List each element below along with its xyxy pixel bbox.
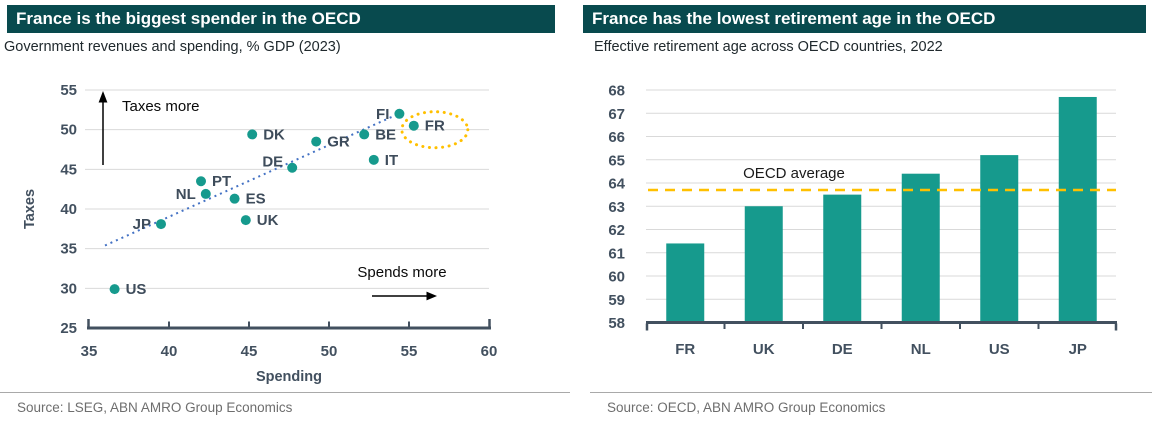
bar-label-NL: NL <box>911 341 931 358</box>
left-chart-title: France is the biggest spender in the OEC… <box>16 9 361 28</box>
point-label-GR: GR <box>327 134 350 151</box>
x-axis-title: Spending <box>256 369 322 385</box>
highlight-ellipse-FR <box>400 110 470 150</box>
right-source-note: Source: OECD, ABN AMRO Group Economics <box>590 392 1152 415</box>
scatter-point-FR <box>408 120 419 131</box>
bar-NL <box>901 173 940 323</box>
bar-US <box>980 155 1019 323</box>
scatter-point-IT <box>368 154 379 165</box>
annotation-spends-more: Spends more <box>357 264 446 281</box>
y-tick-label: 67 <box>608 106 625 123</box>
point-label-FR: FR <box>425 118 445 135</box>
y-tick-label: 58 <box>608 315 625 332</box>
bar-label-FR: FR <box>675 341 695 358</box>
y-tick-label: 55 <box>60 82 77 99</box>
left-chart-subtitle: Government revenues and spending, % GDP … <box>4 39 341 55</box>
point-label-PT: PT <box>212 173 231 190</box>
point-label-NL: NL <box>176 186 196 203</box>
point-label-BE: BE <box>375 126 396 143</box>
y-tick-label: 35 <box>60 241 77 258</box>
scatter-point-JP <box>156 219 166 230</box>
point-label-DE: DE <box>262 154 283 171</box>
oecd-average-label: OECD average <box>743 165 845 182</box>
scatter-chart: 25 30 35 40 45 50 55 35 40 45 50 55 60 Spending Taxes U… <box>22 82 498 385</box>
y-tick-label: 30 <box>60 280 77 297</box>
taxes-more-arrowhead <box>98 91 108 103</box>
point-label-UK: UK <box>257 212 279 229</box>
bar-JP <box>1058 96 1097 323</box>
right-chart-subtitle: Effective retirement age across OECD cou… <box>594 39 943 55</box>
right-source-text: Source: OECD, ABN AMRO Group Economics <box>607 400 886 415</box>
point-label-JP: JP <box>133 216 151 233</box>
bar-label-DE: DE <box>832 341 853 358</box>
y-tick-label: 59 <box>608 292 625 309</box>
bar-FR <box>666 243 705 323</box>
point-label-US: US <box>126 281 147 298</box>
y-axis-title: Taxes <box>22 189 38 229</box>
y-tick-label: 50 <box>60 122 77 139</box>
y-tick-label: 60 <box>608 269 625 286</box>
y-tick-label: 63 <box>608 199 625 216</box>
scatter-point-UK <box>240 215 251 226</box>
scatter-point-PT <box>196 176 206 187</box>
y-tick-label: 40 <box>60 201 77 218</box>
right-title-banner: France has the lowest retirement age in … <box>583 5 1146 33</box>
scatter-point-DK <box>247 129 258 140</box>
scatter-point-ES <box>229 193 240 204</box>
left-source-note: Source: LSEG, ABN AMRO Group Economics <box>0 392 570 415</box>
x-tick-label: 60 <box>481 343 498 360</box>
bar-chart: 58 59 60 61 62 63 64 65 66 67 68 FR UK DE NL US JP OECD a… <box>608 83 1118 358</box>
trendline <box>104 109 407 247</box>
x-tick-label: 35 <box>81 343 98 360</box>
point-label-FI: FI <box>376 106 389 123</box>
y-tick-label: 66 <box>608 129 625 146</box>
y-tick-label: 64 <box>608 176 625 193</box>
left-source-text: Source: LSEG, ABN AMRO Group Economics <box>17 400 293 415</box>
scatter-point-GR <box>311 136 322 147</box>
left-title-banner: France is the biggest spender in the OEC… <box>7 5 555 33</box>
bar-DE <box>823 194 862 323</box>
point-label-IT: IT <box>385 152 398 169</box>
x-tick-label: 50 <box>321 343 338 360</box>
scatter-point-US <box>109 284 120 295</box>
point-label-ES: ES <box>246 191 266 208</box>
right-chart-title: France has the lowest retirement age in … <box>592 9 996 28</box>
point-label-DK: DK <box>263 126 285 143</box>
bar-label-JP: JP <box>1069 341 1087 358</box>
annotation-taxes-more: Taxes more <box>122 98 200 115</box>
x-tick-label: 55 <box>401 343 418 360</box>
bar-UK <box>744 206 783 323</box>
panel-spending-chart: France is the biggest spender in the OEC… <box>0 5 570 415</box>
y-tick-label: 61 <box>608 245 625 262</box>
scatter-point-FI <box>394 108 405 119</box>
y-tick-label: 65 <box>608 152 625 169</box>
spends-more-arrowhead <box>426 291 437 301</box>
bar-label-US: US <box>989 341 1010 358</box>
x-tick-label: 45 <box>241 343 258 360</box>
panel-retirement-chart: France has the lowest retirement age in … <box>576 0 1152 424</box>
y-tick-label: 25 <box>60 320 77 337</box>
scatter-point-BE <box>359 129 370 140</box>
scatter-point-NL <box>200 188 211 199</box>
y-tick-label: 68 <box>608 83 625 100</box>
y-tick-label: 62 <box>608 222 625 239</box>
y-tick-label: 45 <box>60 161 77 178</box>
scatter-point-DE <box>287 162 298 173</box>
bar-label-UK: UK <box>753 341 775 358</box>
x-tick-label: 40 <box>161 343 178 360</box>
